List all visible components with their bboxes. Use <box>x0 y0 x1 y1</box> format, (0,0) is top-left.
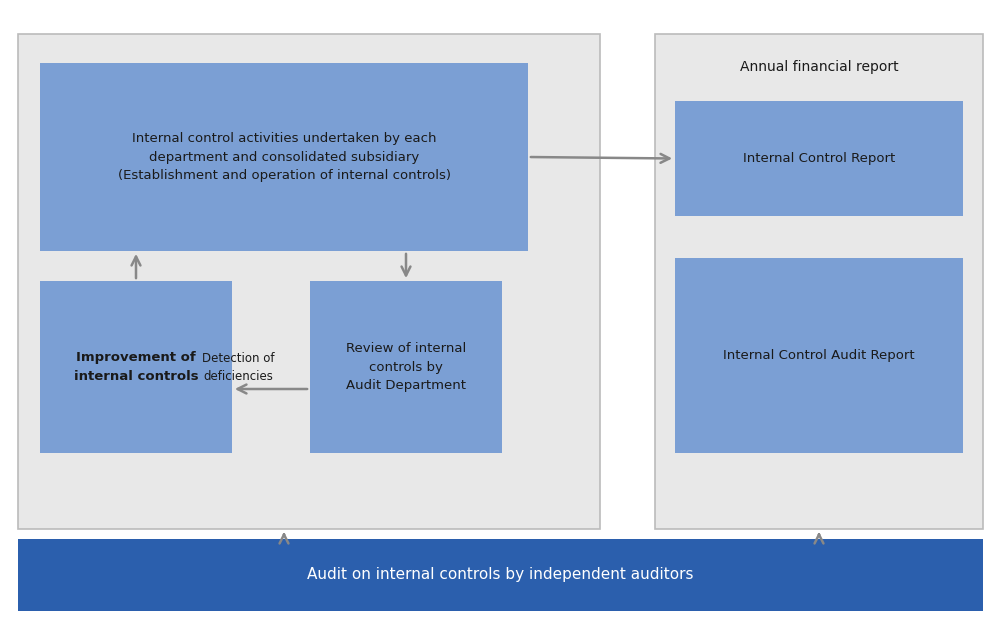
FancyBboxPatch shape <box>675 101 963 216</box>
Text: Review of internal
controls by
Audit Department: Review of internal controls by Audit Dep… <box>346 342 466 392</box>
FancyBboxPatch shape <box>40 63 528 251</box>
Text: Detection of
deficiencies: Detection of deficiencies <box>202 351 274 383</box>
Text: Internal Control Report: Internal Control Report <box>743 152 895 165</box>
FancyBboxPatch shape <box>655 34 983 529</box>
Text: Internal control activities undertaken by each
department and consolidated subsi: Internal control activities undertaken b… <box>118 132 450 182</box>
Text: Improvement of
internal controls: Improvement of internal controls <box>74 351 198 383</box>
Text: Annual financial report: Annual financial report <box>740 60 898 74</box>
FancyBboxPatch shape <box>18 34 600 529</box>
Text: Audit on internal controls by independent auditors: Audit on internal controls by independen… <box>307 568 694 582</box>
FancyBboxPatch shape <box>310 281 502 453</box>
FancyBboxPatch shape <box>40 281 232 453</box>
Text: Internal Control Audit Report: Internal Control Audit Report <box>723 349 915 362</box>
FancyBboxPatch shape <box>675 258 963 453</box>
FancyBboxPatch shape <box>18 539 983 611</box>
